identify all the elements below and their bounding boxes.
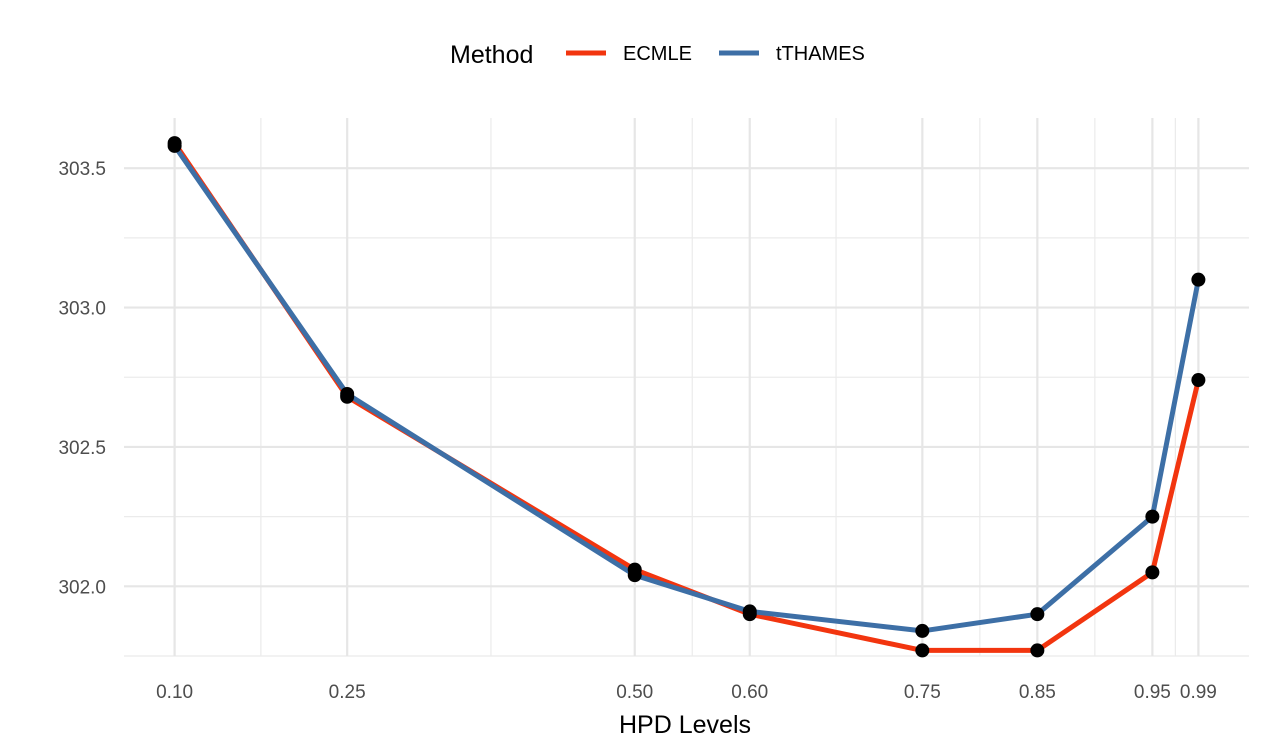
data-points <box>167 136 1206 658</box>
x-tick-label: 0.50 <box>616 682 653 703</box>
y-tick-label: 302.0 <box>58 577 106 598</box>
legend-label-tthames: tTHAMES <box>776 43 865 65</box>
data-point-ecmle-7 <box>1191 373 1206 388</box>
y-tick-label: 303.0 <box>58 299 106 320</box>
data-point-tthames-7 <box>1191 272 1206 287</box>
minor-gridlines <box>124 118 1249 657</box>
data-point-tthames-2 <box>627 568 642 583</box>
legend-title: Method <box>450 41 533 69</box>
data-point-ecmle-6 <box>1145 565 1160 580</box>
series-lines <box>172 140 1201 653</box>
data-point-tthames-3 <box>742 604 757 619</box>
data-point-tthames-1 <box>340 386 355 401</box>
x-tick-label: 0.85 <box>1019 682 1056 703</box>
x-axis-title: HPD Levels <box>619 711 751 739</box>
data-point-ecmle-5 <box>1030 643 1045 658</box>
x-tick-label: 0.99 <box>1180 682 1217 703</box>
series-line-ecmle <box>172 140 1201 653</box>
legend-label-ecmle: ECMLE <box>623 43 692 65</box>
y-axis-ticks: 302.0 302.5 303.0 303.5 <box>58 159 106 598</box>
x-tick-label: 0.25 <box>329 682 366 703</box>
data-point-tthames-5 <box>1030 607 1045 622</box>
major-gridlines <box>124 118 1249 656</box>
x-tick-label: 0.75 <box>904 682 941 703</box>
data-point-ecmle-4 <box>915 643 930 658</box>
x-axis-ticks: 0.10 0.25 0.50 0.60 0.75 0.85 0.95 0.99 <box>156 682 1217 703</box>
data-point-tthames-0 <box>167 138 182 153</box>
data-point-tthames-6 <box>1145 509 1160 524</box>
y-tick-label: 303.5 <box>58 159 106 180</box>
x-tick-label: 0.10 <box>156 682 193 703</box>
legend: Method ECMLE tTHAMES <box>450 41 865 69</box>
x-tick-label: 0.60 <box>731 682 768 703</box>
y-tick-label: 302.5 <box>58 438 106 459</box>
series-line-tthames <box>172 143 1201 634</box>
data-point-tthames-4 <box>915 623 930 638</box>
x-tick-label: 0.95 <box>1134 682 1171 703</box>
